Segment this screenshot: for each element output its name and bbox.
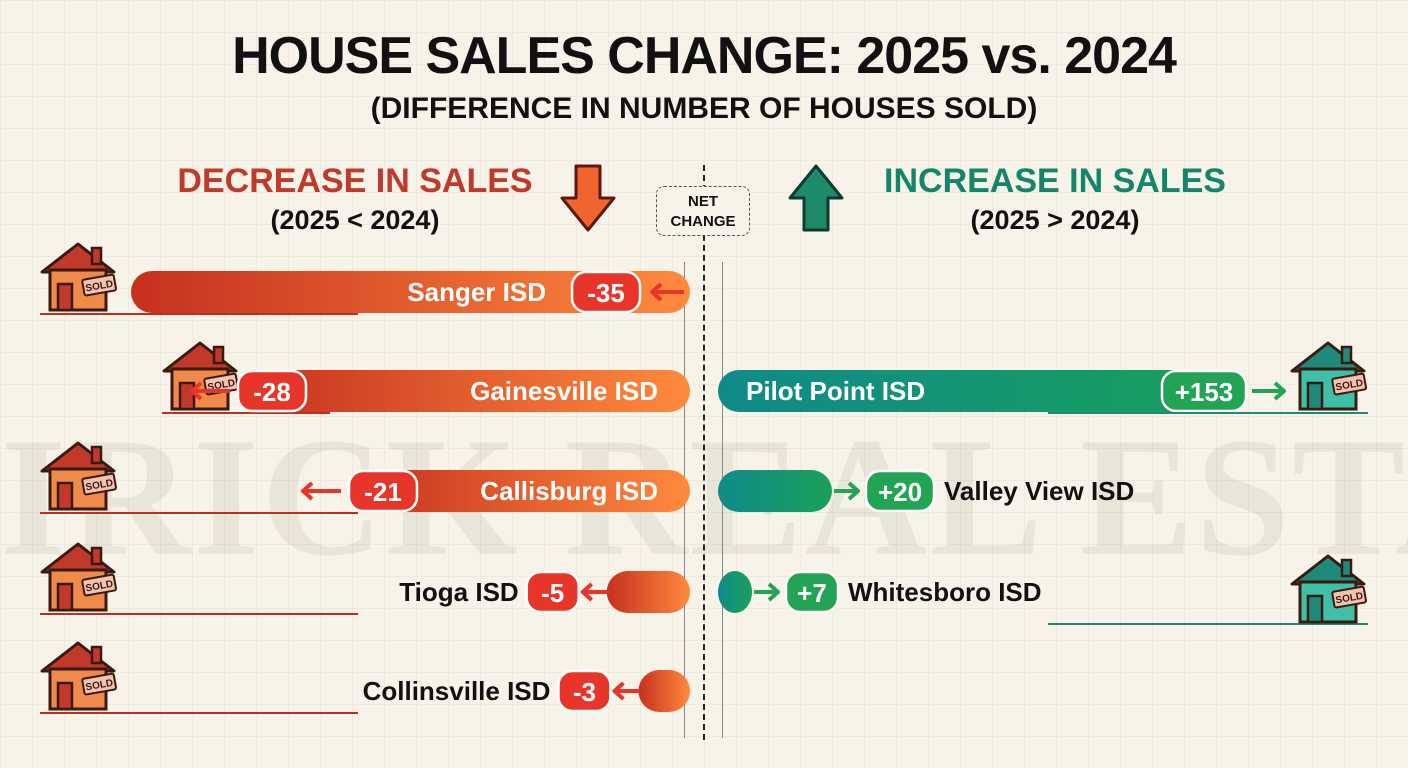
house-icon: SOLD <box>40 242 117 312</box>
label-whitesboro-isd: Whitesboro ISD <box>848 577 1042 607</box>
increase-heading: INCREASE IN SALES (2025 > 2024) <box>860 162 1250 236</box>
sanger-isd-value-label: -35 <box>587 278 625 308</box>
house-icon: SOLD <box>40 441 117 511</box>
sold-sign-text: SOLD <box>85 478 114 494</box>
arrow-collinsville-isd-head <box>612 681 625 701</box>
net-change-line1: NET <box>688 193 718 210</box>
house-icon: SOLD <box>40 641 117 711</box>
arrow-tioga-isd-head <box>580 582 594 602</box>
sold-sign-text: SOLD <box>1335 591 1364 607</box>
label-pilot-point-isd: Pilot Point ISD <box>746 376 925 406</box>
sold-sign-text: SOLD <box>85 279 114 295</box>
net-change-label: NET CHANGE <box>656 186 750 236</box>
chart-subtitle: (DIFFERENCE IN NUMBER OF HOUSES SOLD) <box>370 92 1038 125</box>
arrow-pilot-point-isd-head <box>1273 381 1286 401</box>
bar-gainesville-isd <box>242 370 690 412</box>
arrow-valley-view-isd-head <box>847 481 860 501</box>
bar-callisburg-isd <box>353 470 690 512</box>
arrow-sanger-isd-head <box>650 282 663 302</box>
whitesboro-isd-badge <box>784 570 840 614</box>
sold-sign-text: SOLD <box>85 579 114 595</box>
bar-tioga-isd <box>606 571 690 613</box>
callisburg-isd-badge <box>347 469 419 513</box>
down-arrow-icon <box>560 164 616 232</box>
label-callisburg-isd: Callisburg ISD <box>480 476 658 506</box>
house-icon: SOLD <box>40 542 117 612</box>
bar-whitesboro-isd <box>718 571 752 613</box>
center-dashed-line <box>703 165 705 740</box>
up-arrow-icon <box>788 164 844 232</box>
increase-heading-label: INCREASE IN SALES <box>884 162 1226 200</box>
valley-view-isd-value-label: +20 <box>878 477 922 507</box>
decrease-heading-condition: (2025 < 2024) <box>270 205 440 235</box>
label-collinsville-isd: Collinsville ISD <box>363 676 551 706</box>
label-sanger-isd: Sanger ISD <box>407 277 546 307</box>
label-gainesville-isd: Gainesville ISD <box>470 376 658 406</box>
label-tioga-isd: Tioga ISD <box>399 577 518 607</box>
house-icon: SOLD <box>162 341 239 411</box>
house-icon: SOLD <box>1290 554 1367 624</box>
bar-pilot-point-isd <box>718 370 1242 412</box>
decrease-heading-label: DECREASE IN SALES <box>177 162 533 200</box>
decrease-heading: DECREASE IN SALES (2025 < 2024) <box>160 162 550 236</box>
bar-collinsville-isd <box>638 670 690 712</box>
house-icon: SOLD <box>1290 341 1367 411</box>
collinsville-isd-value-label: -3 <box>573 677 596 707</box>
valley-view-isd-badge <box>864 469 936 513</box>
pilot-point-isd-value-label: +153 <box>1175 377 1234 407</box>
chart-title: HOUSE SALES CHANGE: 2025 vs. 2024 <box>232 27 1177 85</box>
arrow-gainesville-isd-head <box>190 381 203 401</box>
label-valley-view-isd: Valley View ISD <box>944 476 1134 506</box>
sold-sign-text: SOLD <box>1335 378 1364 394</box>
bar-valley-view-isd <box>718 470 832 512</box>
increase-heading-condition: (2025 > 2024) <box>970 205 1140 235</box>
gainesville-isd-value-label: -28 <box>253 377 291 407</box>
arrow-callisburg-isd-head <box>301 481 314 501</box>
sanger-isd-badge <box>570 270 642 314</box>
bar-sanger-isd <box>131 271 690 313</box>
net-change-line2: CHANGE <box>670 213 736 230</box>
arrow-whitesboro-isd-head <box>767 582 780 602</box>
callisburg-isd-value-label: -21 <box>364 477 402 507</box>
sold-sign-text: SOLD <box>85 678 114 694</box>
collinsville-isd-badge <box>557 669 612 713</box>
tioga-isd-badge <box>525 570 580 614</box>
whitesboro-isd-value-label: +7 <box>797 578 827 608</box>
tioga-isd-value-label: -5 <box>541 578 564 608</box>
gainesville-isd-badge <box>236 369 308 413</box>
pilot-point-isd-badge <box>1160 369 1248 413</box>
